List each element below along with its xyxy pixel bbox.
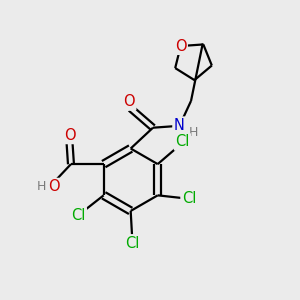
Text: N: N [174,118,184,133]
Text: H: H [189,126,198,139]
Text: Cl: Cl [125,236,140,250]
Text: O: O [64,128,75,143]
Text: H: H [37,180,46,193]
Text: Cl: Cl [71,208,85,223]
Text: O: O [175,38,187,53]
Text: Cl: Cl [182,191,196,206]
Text: O: O [123,94,135,110]
Text: Cl: Cl [175,134,190,149]
Text: O: O [48,179,59,194]
